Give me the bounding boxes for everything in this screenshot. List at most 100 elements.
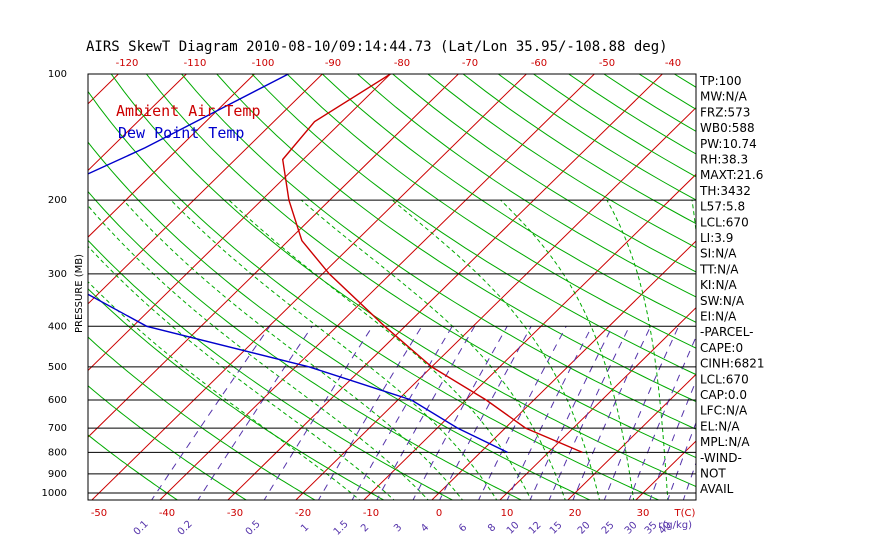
top-temp-tick-label: -60 xyxy=(531,58,547,69)
pressure-tick-label: 800 xyxy=(48,447,67,458)
isotherm-line xyxy=(88,74,188,172)
mixing-ratio-line xyxy=(548,326,630,500)
mixing-ratio-label: 12 xyxy=(527,520,544,537)
index-line: TH:3432 xyxy=(699,184,751,198)
bottom-temp-tick-label: 10 xyxy=(501,508,514,519)
mixing-ratio-labels: 0.1 0.2 0.5 1 1.5 2 3 4 6 8 10 12 15 20 25 30 3540r(g/kg… xyxy=(132,519,692,538)
bottom-temp-tick-label: -30 xyxy=(227,508,243,519)
isotherm-line xyxy=(499,307,696,500)
isotherm-line xyxy=(0,55,2,502)
mixing-ratio-line xyxy=(572,326,652,500)
isotherm-line xyxy=(295,107,696,500)
isotherm-line xyxy=(363,173,696,500)
dry-adiabat xyxy=(180,74,696,430)
mixing-ratio-label: 10 xyxy=(505,520,522,537)
index-line: CAP:0.0 xyxy=(700,388,747,402)
dry-adiabat xyxy=(110,74,696,488)
index-line: AVAIL xyxy=(700,482,734,496)
moist-adiabat xyxy=(500,199,635,500)
pressure-tick-label: 1000 xyxy=(42,488,67,499)
pressure-tick-label: 200 xyxy=(48,195,67,206)
isotherm-line xyxy=(159,74,596,500)
dry-adiabat xyxy=(88,239,454,500)
moist-adiabat xyxy=(300,199,566,500)
isotherm-line xyxy=(88,74,256,238)
dry-adiabat xyxy=(88,336,316,500)
dry-adiabat xyxy=(391,74,696,273)
dry-adiabat xyxy=(321,74,696,323)
dry-adiabat xyxy=(673,74,696,88)
moist-adiabat xyxy=(88,281,361,500)
bottom-temp-ticks: -50 -40 -30 -20 -10 0 10 20 30 T(C) xyxy=(91,508,696,519)
bottom-temp-tick-label: -40 xyxy=(159,508,175,519)
index-line: LCL:670 xyxy=(700,372,749,386)
profiles xyxy=(88,74,583,454)
dry-adiabat xyxy=(88,385,248,500)
isotherm-line xyxy=(770,55,870,502)
index-line: CINH:6821 xyxy=(700,357,765,371)
bottom-temp-tick-label: 0 xyxy=(436,508,442,519)
dry-adiabat xyxy=(356,74,696,298)
moist-adiabat xyxy=(122,199,464,500)
mixing-ratio-label: 4 xyxy=(419,522,431,534)
index-line: LFC:N/A xyxy=(700,404,748,418)
mixing-ratio-label: 1.5 xyxy=(332,519,351,538)
top-temp-tick-label: -110 xyxy=(184,58,207,69)
mixing-ratio-label: 2 xyxy=(359,522,371,534)
index-line: -WIND- xyxy=(700,451,742,465)
mixing-ratio-label: 30 xyxy=(623,520,640,537)
isotherm-line xyxy=(227,74,664,500)
index-line: FRZ:573 xyxy=(700,105,750,119)
dry-adiabat xyxy=(251,74,696,376)
mixing-ratio-label: 6 xyxy=(457,522,469,534)
chart-title: AIRS SkewT Diagram 2010-08-10/09:14:44.7… xyxy=(86,39,668,55)
mixing-ratio-line xyxy=(529,326,613,500)
top-temp-tick-label: -120 xyxy=(116,58,139,69)
top-temp-tick-label: -50 xyxy=(599,58,615,69)
isotherm-line xyxy=(431,240,696,500)
dry-adiabat xyxy=(88,90,660,500)
isotherm-line xyxy=(91,74,528,500)
index-line: LCL:670 xyxy=(700,215,749,229)
mixing-ratio-label: 1 xyxy=(299,522,311,534)
isotherm-line xyxy=(567,373,696,500)
dry-adiabat xyxy=(145,74,696,459)
mixing-ratio-line xyxy=(478,326,567,500)
mixing-ratio-label: 8 xyxy=(486,522,498,534)
index-line: NOT xyxy=(700,467,726,481)
mixing-ratio-line xyxy=(649,379,696,500)
index-line: MPL:N/A xyxy=(700,435,750,449)
mixing-ratio-line xyxy=(506,326,593,500)
bottom-temp-tick-label: -50 xyxy=(91,508,107,519)
bottom-temp-tick-label: 30 xyxy=(637,508,650,519)
mixing-ratio-line xyxy=(439,326,532,500)
index-line: MW:N/A xyxy=(700,90,748,104)
tc-unit-label: T(C) xyxy=(674,508,696,519)
mixing-ratio-line xyxy=(412,326,508,500)
mixing-ratio-line xyxy=(667,421,696,500)
top-temp-tick-label: -90 xyxy=(325,58,341,69)
mixing-ratio-label: 3 xyxy=(392,522,404,534)
pressure-tick-label: 300 xyxy=(48,269,67,280)
index-line: RH:38.3 xyxy=(700,153,748,167)
mixing-ratio-unit-label: r(g/kg) xyxy=(658,520,692,531)
index-line: CAPE:0 xyxy=(700,341,743,355)
mixing-ratio-label: 0.1 xyxy=(132,519,151,538)
mixing-ratio-line xyxy=(151,326,271,500)
top-temp-tick-label: -40 xyxy=(665,58,681,69)
bottom-temp-tick-label: 20 xyxy=(569,508,582,519)
index-line: WB0:588 xyxy=(700,121,755,135)
index-line: EI:N/A xyxy=(700,310,737,324)
dry-adiabat xyxy=(747,55,870,502)
ambient-air-temp-profile xyxy=(281,74,583,454)
top-temp-ticks: -120 -110 -100 -90 -80 -70 -60 -50 -40 xyxy=(116,58,682,69)
y-axis-label: PRESSURE (MB) xyxy=(74,254,85,333)
moist-adiabat xyxy=(88,204,429,500)
mixing-ratio-label: 0.2 xyxy=(176,519,195,538)
mixing-ratio-line xyxy=(603,326,680,500)
moist-adiabat xyxy=(606,199,669,500)
mixing-ratio-label: 25 xyxy=(600,520,617,537)
mixing-ratio-label: 15 xyxy=(548,520,565,537)
index-line: LI:3.9 xyxy=(700,231,733,245)
